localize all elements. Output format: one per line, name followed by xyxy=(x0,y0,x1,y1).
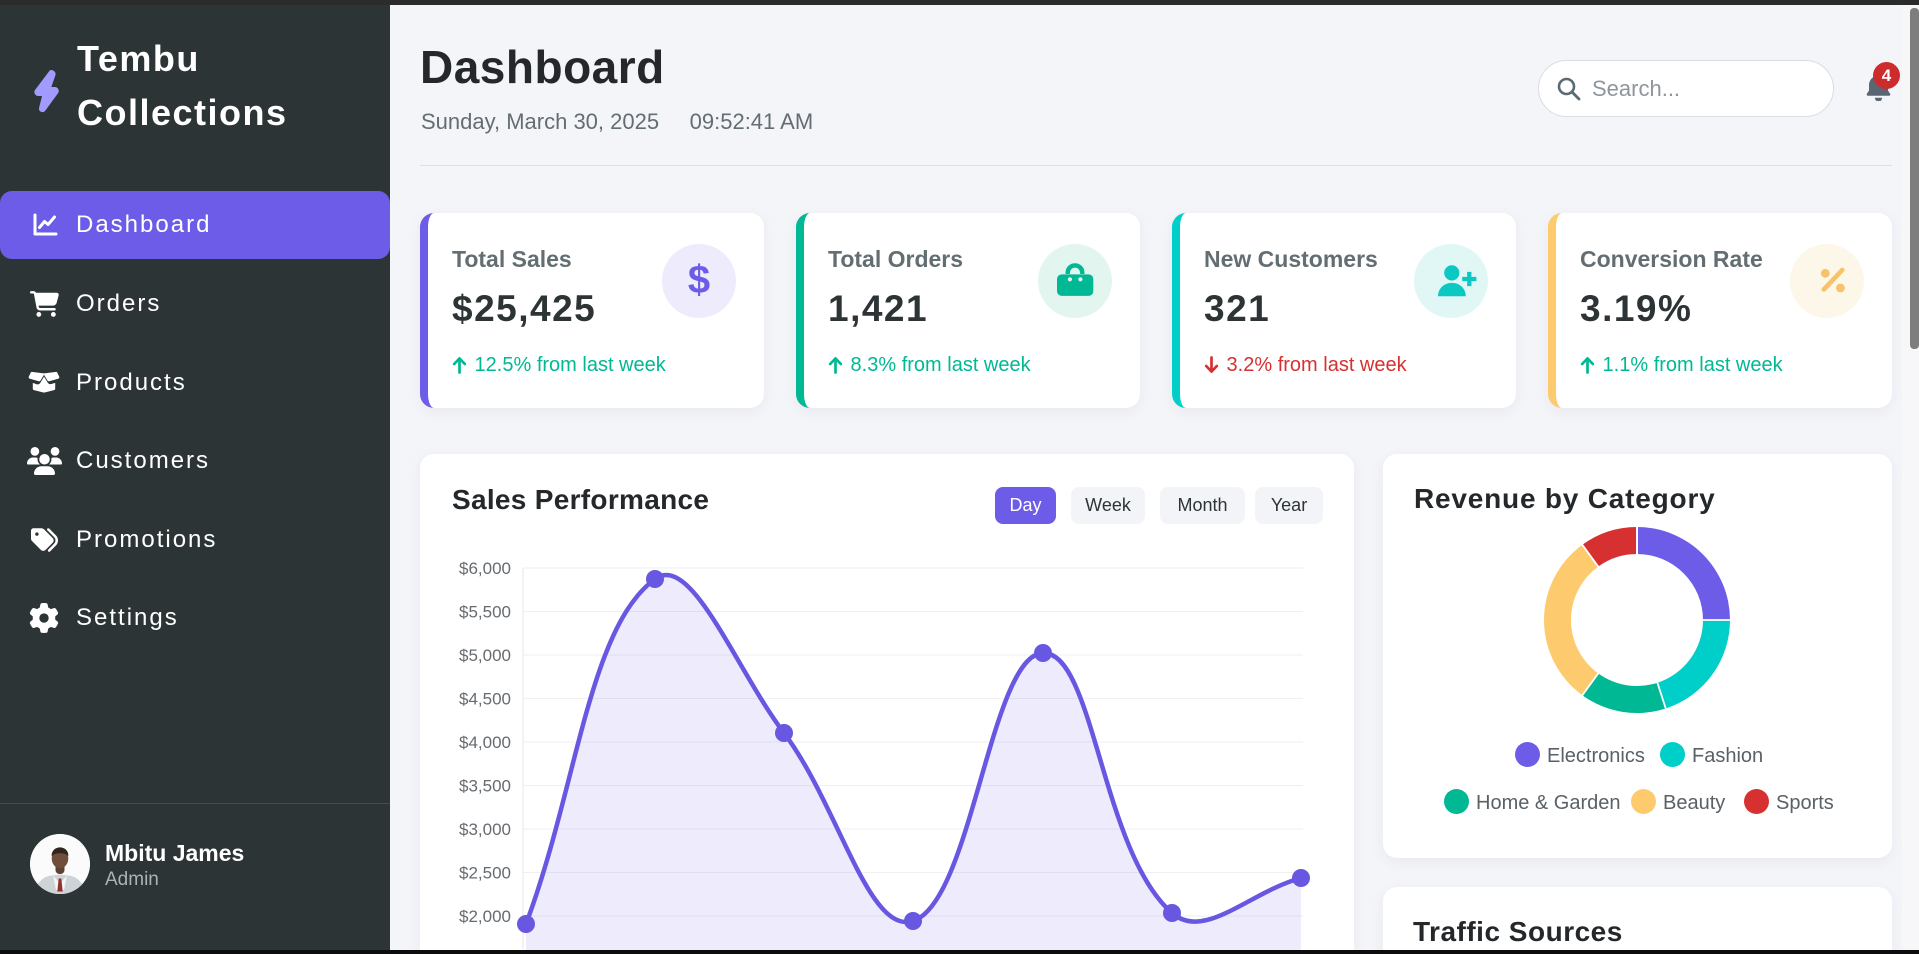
svg-text:$4,000: $4,000 xyxy=(459,733,511,752)
svg-text:$4,500: $4,500 xyxy=(459,690,511,709)
svg-text:$3,500: $3,500 xyxy=(459,777,511,796)
svg-text:$6,000: $6,000 xyxy=(459,559,511,578)
svg-text:$2,500: $2,500 xyxy=(459,864,511,883)
svg-text:$5,000: $5,000 xyxy=(459,646,511,665)
svg-text:$3,000: $3,000 xyxy=(459,820,511,839)
svg-text:$2,000: $2,000 xyxy=(459,907,511,926)
svg-text:$5,500: $5,500 xyxy=(459,603,511,622)
